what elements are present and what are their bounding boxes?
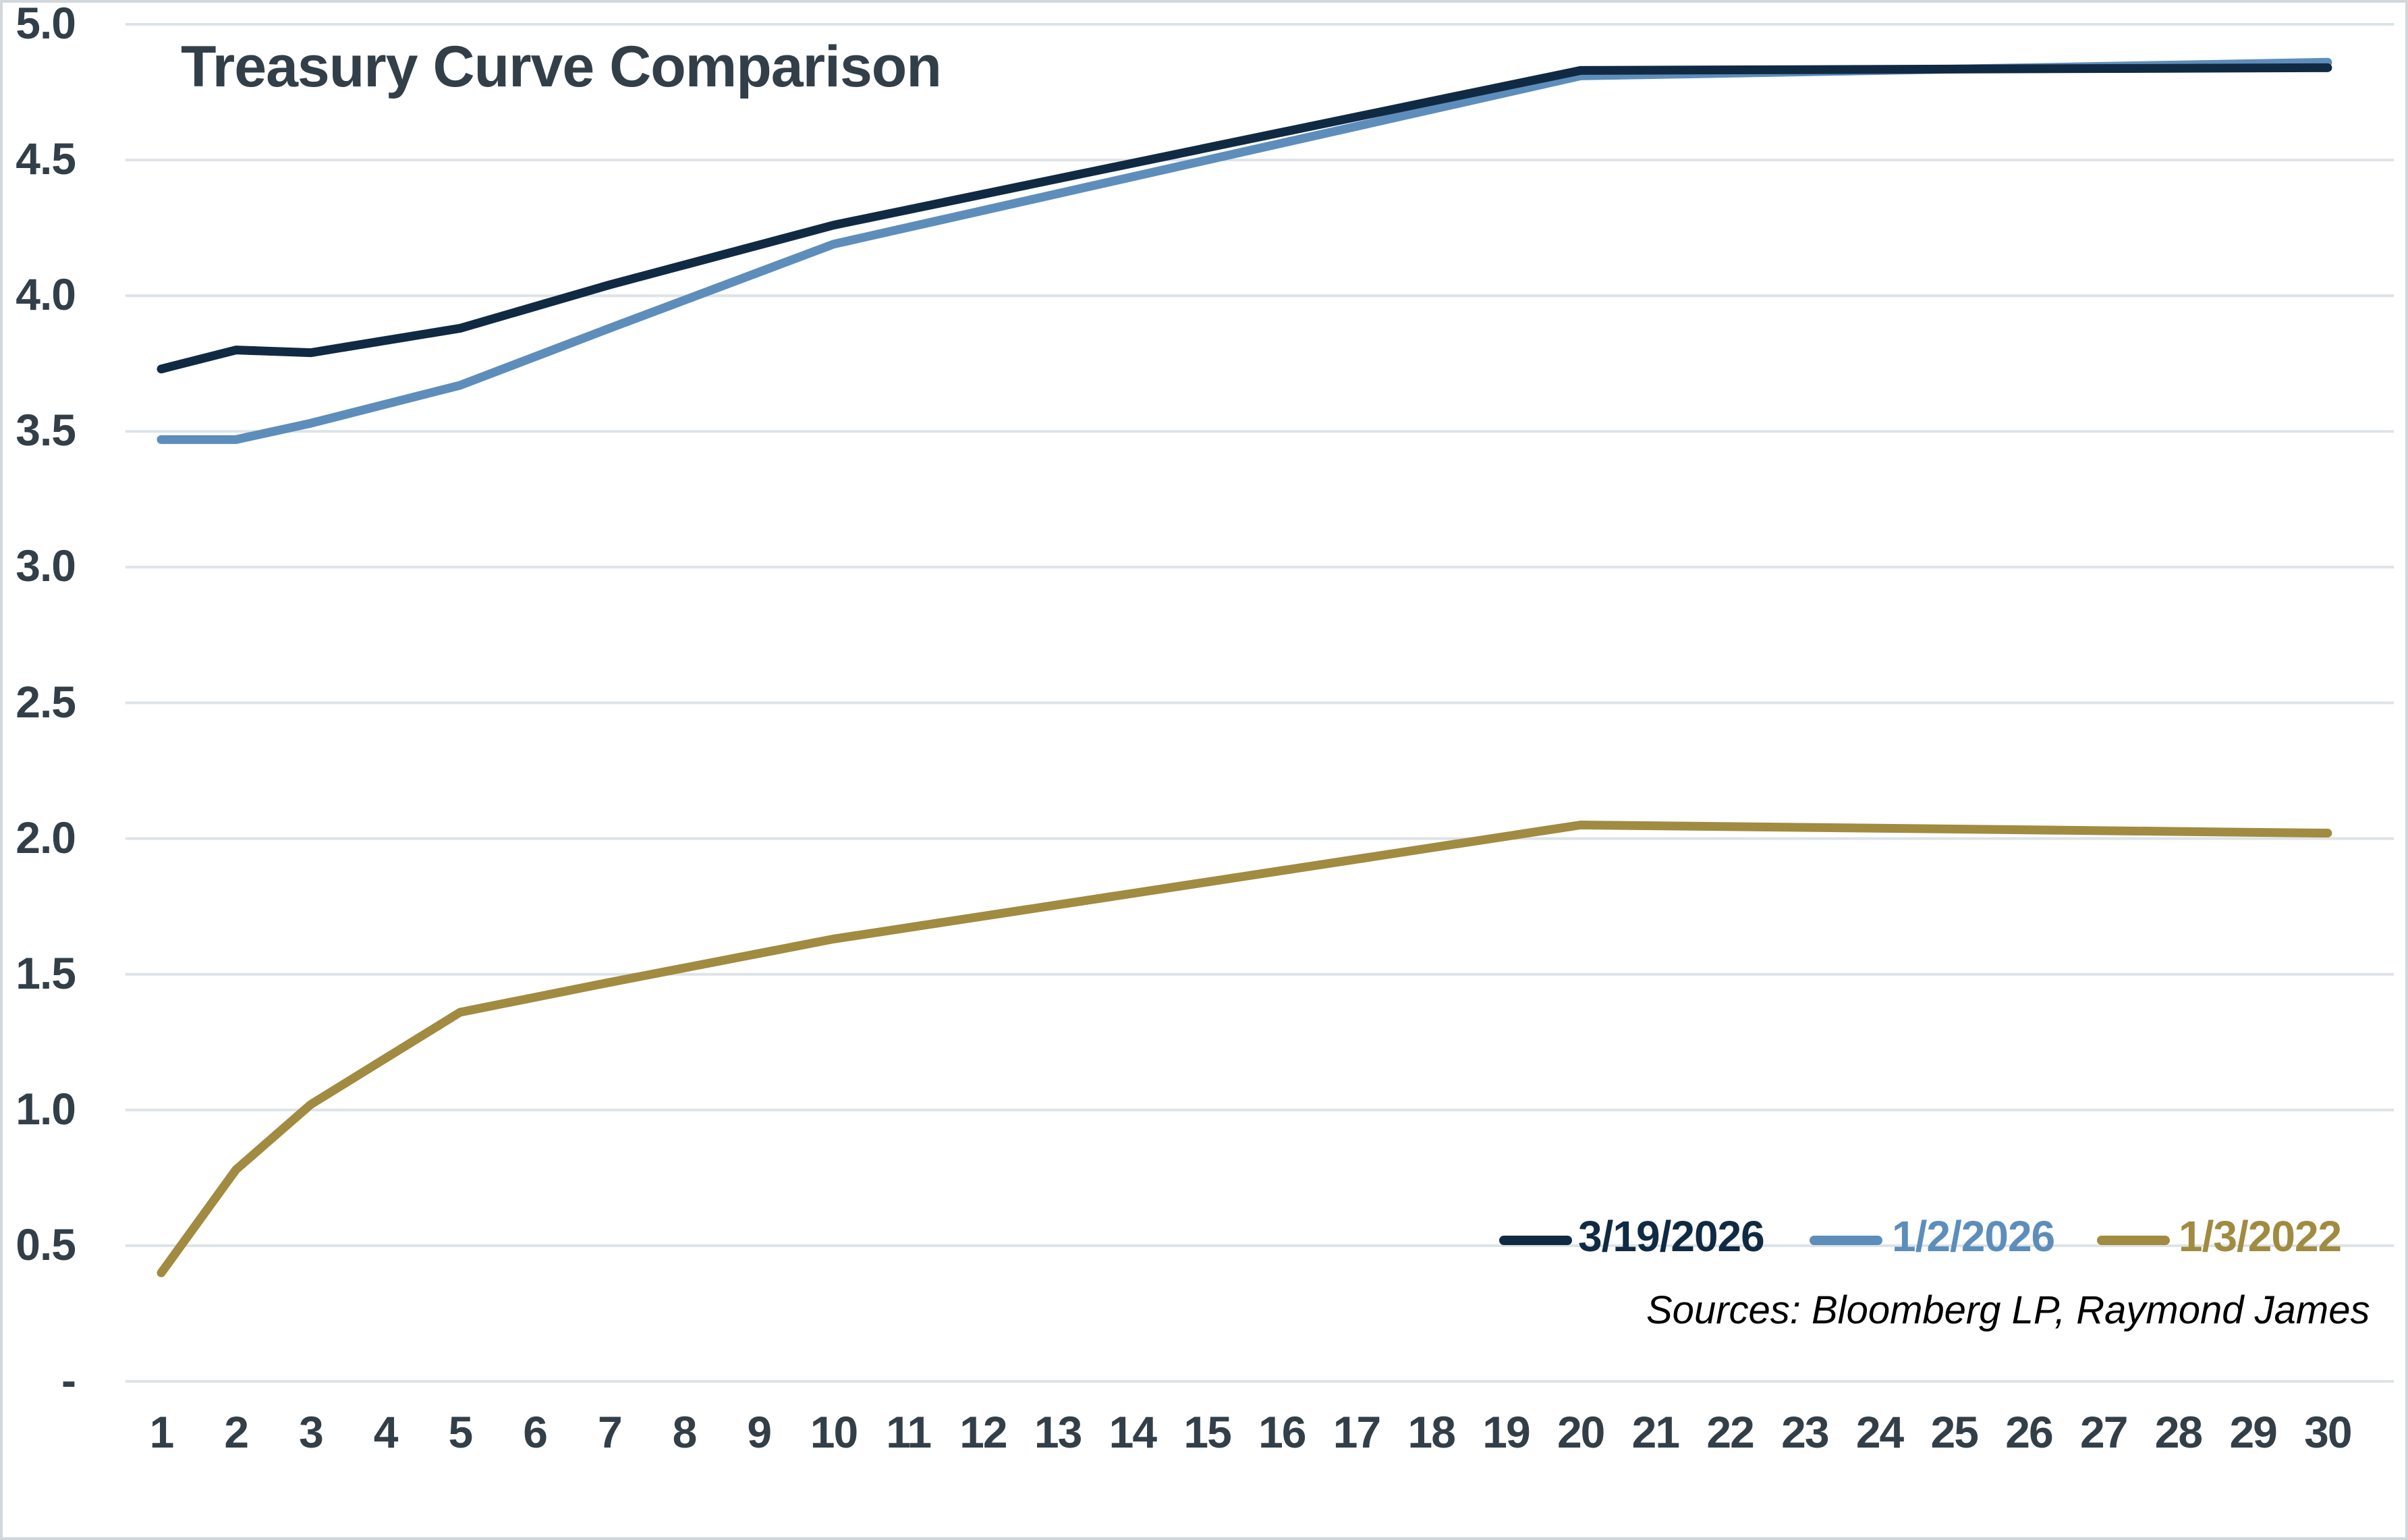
x-tick-label: 16: [1258, 1407, 1306, 1457]
y-tick-label: 1.5: [16, 947, 76, 998]
legend-swatch-3-19-2026: [1499, 1236, 1572, 1245]
x-tick-label: 3: [299, 1407, 324, 1457]
x-tick-label: 19: [1482, 1407, 1530, 1457]
x-tick-label: 18: [1407, 1407, 1456, 1457]
y-tick-label: -: [61, 1355, 76, 1405]
x-tick-label: 17: [1333, 1407, 1381, 1457]
chart-title: Treasury Curve Comparison: [181, 34, 942, 99]
x-tick-label: 24: [1855, 1407, 1904, 1457]
x-tick-label: 7: [597, 1407, 623, 1457]
x-tick-label: 11: [886, 1407, 932, 1457]
x-tick-label: 30: [2304, 1407, 2352, 1457]
x-tick-label: 29: [2229, 1407, 2277, 1457]
y-tick-label: 3.5: [16, 405, 76, 456]
y-tick-label: 5.0: [16, 0, 76, 48]
x-tick-label: 20: [1557, 1407, 1605, 1457]
x-tick-label: 6: [523, 1407, 548, 1457]
x-tick-label: 25: [1930, 1407, 1979, 1457]
y-tick-label: 2.0: [16, 812, 76, 862]
legend-label-1-2-2026: 1/2/2026: [1892, 1212, 2055, 1261]
x-tick-label: 4: [373, 1407, 399, 1457]
x-tick-label: 5: [448, 1407, 474, 1457]
x-tick-label: 15: [1183, 1407, 1231, 1457]
x-tick-label: 10: [810, 1407, 858, 1457]
y-tick-label: 4.5: [16, 134, 76, 184]
series-line-1-3-2022: [157, 820, 2332, 1277]
y-tick-label: 3.0: [16, 541, 76, 591]
sources-note: Sources: Bloomberg LP, Raymond James: [1646, 1288, 2370, 1332]
legend-swatch-1-2-2026: [1810, 1236, 1882, 1245]
x-tick-label: 2: [224, 1407, 249, 1457]
series-line-3-19-2026: [157, 63, 2332, 374]
series-line-1-2-2026: [157, 57, 2332, 444]
x-tick-label: 9: [747, 1407, 772, 1457]
x-tick-label: 27: [2080, 1407, 2128, 1457]
legend-swatch-1-3-2022: [2097, 1236, 2170, 1245]
x-tick-label: 12: [959, 1407, 1007, 1457]
x-tick-label: 23: [1781, 1407, 1829, 1457]
y-tick-label: 0.5: [16, 1219, 76, 1269]
x-tick-label: 21: [1631, 1407, 1680, 1457]
y-tick-label: 4.0: [16, 269, 76, 320]
y-tick-label: 2.5: [16, 676, 76, 727]
x-tick-label: 26: [2005, 1407, 2053, 1457]
x-tick-label: 14: [1109, 1407, 1157, 1457]
x-tick-label: 13: [1034, 1407, 1082, 1457]
legend-label-3-19-2026: 3/19/2026: [1578, 1212, 1765, 1261]
legend-label-1-3-2022: 1/3/2022: [2179, 1212, 2342, 1261]
x-tick-label: 8: [672, 1407, 698, 1457]
x-tick-label: 28: [2154, 1407, 2203, 1457]
x-tick-label: 1: [149, 1407, 175, 1457]
x-tick-label: 22: [1706, 1407, 1754, 1457]
y-tick-label: 1.0: [16, 1083, 76, 1134]
